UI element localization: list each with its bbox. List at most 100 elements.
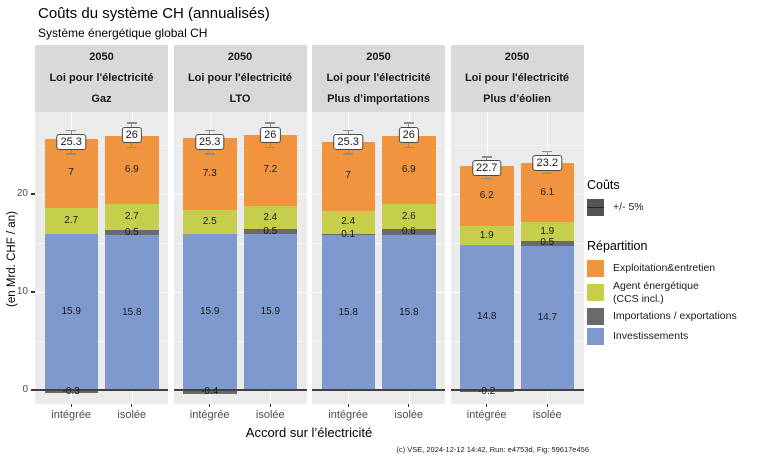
y-tick [30, 291, 35, 293]
gridline-minor [173, 145, 307, 146]
gridline-major [173, 390, 307, 392]
gridline-minor [35, 341, 168, 342]
error-bar-cap [542, 151, 553, 153]
bar-segment-agent [382, 203, 436, 230]
facet-strip-line: Loi pour l'électricité [464, 72, 570, 84]
legend-title-repartition: Répartition [587, 239, 648, 253]
x-tick-label: intégrée [51, 409, 92, 421]
legend-item-label: Investissements [613, 330, 689, 343]
facet-0: 2050 Loi pour l'électricité Gaz 15.9 2.7 7 -0.… [35, 45, 168, 425]
bar-total-label: 22.7 [471, 159, 502, 176]
gridline-minor [312, 145, 445, 146]
bar-segment-investissements [460, 244, 514, 390]
legend-item-error: +/- 5% [587, 199, 765, 216]
bar-negative-label: -0.3 [62, 386, 80, 397]
bar-segment-importations [243, 229, 297, 235]
x-tick-label: isolée [394, 409, 424, 421]
facet-strip-line: Gaz [91, 93, 112, 105]
y-axis-title: (en Mrd. CHF / an) [6, 211, 18, 307]
y-tick [30, 389, 35, 391]
legend-item-importations: Importations / exportations [587, 308, 765, 325]
facet-strip-line: 2050 [89, 51, 114, 63]
bar-total-label: 26 [121, 127, 142, 144]
bar-segment-label: 2.4 [263, 211, 278, 223]
legend-repartition-items: Exploitation&entretien Agent énergétique … [587, 260, 765, 345]
error-bar-cap [265, 122, 276, 124]
legend-item-label: +/- 5% [613, 201, 644, 214]
bar-segment-importations [382, 229, 436, 236]
gridline-minor [35, 145, 168, 146]
error-bar-cap [265, 146, 276, 149]
x-tick [546, 404, 548, 407]
gridline-major [312, 390, 445, 392]
bar-segment-label: 7.3 [202, 167, 217, 179]
y-tick [30, 193, 35, 195]
facet-strip-line: 2050 [504, 51, 530, 63]
x-tick-label: isolée [532, 409, 562, 421]
facet-strip-line: LTO [229, 93, 251, 105]
legend-item-investissements: Investissements [587, 328, 765, 345]
y-tick-label: 0 [22, 384, 28, 395]
gridline-major [35, 194, 168, 196]
facet-1: 2050 Loi pour l'électricité LTO 15.9 2.5 7.3 -… [173, 45, 307, 425]
facet-plot-panel: 15.8 0.1 2.4 7 25.3 15.8 0.6 2.6 6.9 26 [312, 112, 445, 404]
facet-strip-line: Loi pour l'électricité [187, 72, 293, 84]
facet-strip: 2050 Loi pour l'électricité Plus d’importa… [312, 45, 445, 112]
bar-segment-label: 2.4 [341, 216, 356, 228]
facet-strip-line: Plus d’importations [327, 93, 430, 105]
bar-segment-importations [44, 390, 98, 393]
gridline-major [312, 194, 445, 196]
error-swatch [587, 199, 604, 216]
bar-segment-label: 0.5 [124, 226, 139, 238]
facet-strip-line: Loi pour l'électricité [49, 72, 154, 84]
bar-segment-agent [105, 203, 159, 231]
facet-plot-panel: 15.9 2.7 7 -0.3 25.3 15.8 0.5 2.7 6.9 26 [35, 112, 168, 404]
error-bar-cap [204, 129, 215, 131]
bar-segment-label: 15.8 [399, 306, 419, 318]
facet-strip: 2050 Loi pour l'électricité Gaz [35, 45, 168, 112]
error-bar-cap [343, 129, 354, 131]
facet-strip-line: 2050 [366, 51, 391, 63]
gridline-major [173, 194, 307, 196]
legend-item-label: Exploitation&entretien [613, 262, 716, 275]
error-bar-cap [343, 153, 354, 155]
bar-segment-agent [460, 226, 514, 245]
zero-line [35, 388, 168, 391]
bar-segment-importations [520, 241, 574, 246]
x-tick-label: isolée [255, 409, 285, 421]
x-tick-label: intégrée [466, 409, 507, 421]
error-bar-cap [403, 146, 414, 149]
bar-segment-label: 14.7 [537, 311, 558, 323]
bar-total-label: 26 [398, 127, 419, 144]
legend-item-label: Importations / exportations [613, 310, 737, 323]
x-tick [408, 404, 410, 407]
legend-item-exploitation: Exploitation&entretien [587, 260, 765, 277]
gridline-major [450, 194, 584, 196]
bar-segment-importations [460, 390, 514, 392]
facet-strip-line: Plus d’éolien [483, 93, 551, 105]
bar-negative-label: -0.2 [478, 386, 496, 397]
error-bar-cap [403, 122, 414, 124]
legend-item-label: Agent énergétique (CCS incl.) [613, 280, 699, 305]
bar-segment-label: 7 [345, 170, 351, 182]
gridline-minor [312, 341, 445, 342]
bar-segment-label: 6.9 [401, 163, 416, 175]
bar-segment-agent [44, 207, 98, 235]
bar-segment-label: 6.1 [540, 186, 555, 198]
bar-segment-label: 15.8 [122, 306, 142, 318]
bar-segment-label: 0.6 [401, 226, 416, 238]
bar-segment-label: 15.9 [61, 306, 81, 318]
bar-segment-importations [183, 390, 237, 394]
y-tick-label: 10 [16, 286, 28, 297]
x-tick [269, 404, 271, 407]
gridline-minor [450, 145, 584, 146]
bar-segment-agent [321, 210, 375, 235]
facet-strip-line: Loi pour l'électricité [326, 72, 431, 84]
bar-segment-label: 0.5 [540, 237, 555, 249]
error-bar-cap [204, 153, 215, 155]
investissements-swatch [587, 328, 604, 345]
bar-segment-importations [105, 230, 159, 236]
error-swatch-line [587, 206, 604, 209]
bar-segment-investissements [183, 234, 237, 390]
chart-title: Coûts du système CH (annualisés) [38, 5, 270, 22]
